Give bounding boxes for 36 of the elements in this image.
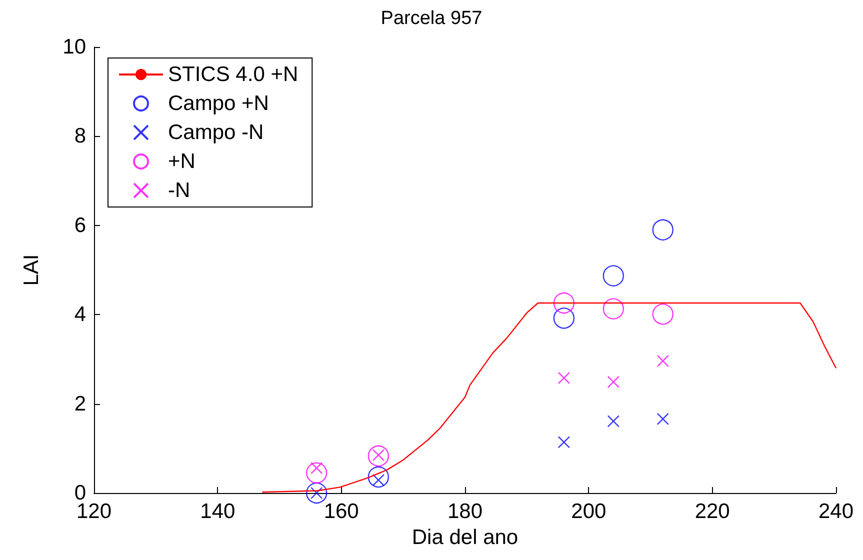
point bbox=[558, 372, 570, 384]
x-tick-label: 220 bbox=[694, 500, 730, 523]
point bbox=[656, 354, 669, 368]
x-tick-label: 160 bbox=[324, 500, 359, 523]
point bbox=[553, 292, 575, 314]
point bbox=[306, 482, 328, 504]
x-tick-label: 140 bbox=[200, 500, 236, 523]
x-tick-label: 240 bbox=[818, 500, 854, 523]
legend-label: +N bbox=[168, 150, 196, 173]
x-tick-label: 180 bbox=[447, 500, 483, 523]
point bbox=[607, 415, 620, 428]
point bbox=[368, 445, 390, 467]
point bbox=[656, 412, 669, 426]
x-axis-title: Dia del ano bbox=[412, 526, 518, 549]
chart-title: Parcela 957 bbox=[380, 8, 482, 29]
point bbox=[607, 376, 620, 388]
y-tick-label: 8 bbox=[74, 124, 86, 148]
y-tick-label: 2 bbox=[74, 392, 86, 416]
x-tick-label: 200 bbox=[571, 500, 606, 523]
point bbox=[652, 304, 674, 325]
point bbox=[602, 298, 624, 320]
point bbox=[553, 308, 575, 329]
legend-label: Campo -N bbox=[168, 121, 264, 144]
y-tick-label: 6 bbox=[74, 214, 86, 237]
point bbox=[602, 265, 624, 286]
point bbox=[652, 219, 674, 240]
legend-label: -N bbox=[168, 179, 190, 202]
legend-label: Campo +N bbox=[168, 92, 269, 115]
point bbox=[306, 462, 328, 484]
point bbox=[558, 436, 570, 448]
y-axis-title: LAI bbox=[20, 254, 43, 286]
legend-label: STICS 4.0 +N bbox=[168, 63, 298, 86]
point bbox=[368, 466, 390, 488]
y-tick-label: 4 bbox=[74, 303, 86, 326]
line-series bbox=[262, 302, 837, 493]
y-tick-label: 10 bbox=[62, 36, 86, 58]
